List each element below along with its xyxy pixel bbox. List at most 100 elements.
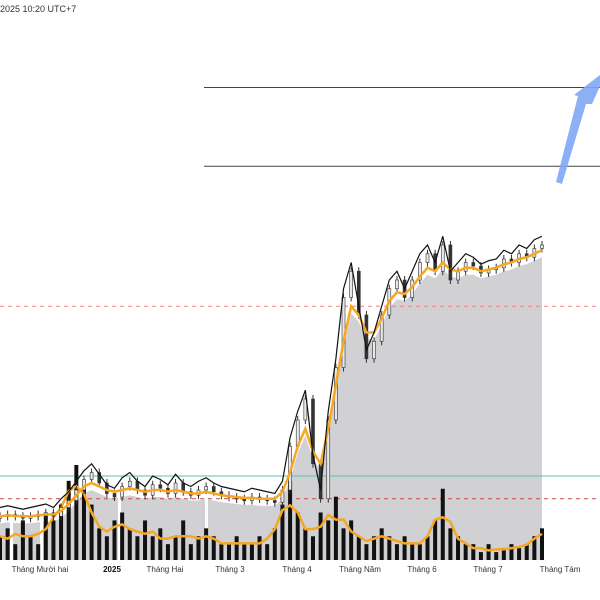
cloud-gap-0 bbox=[10, 380, 13, 560]
volume-bar bbox=[394, 544, 399, 560]
volume-bar bbox=[135, 536, 140, 560]
volume-bar bbox=[227, 544, 232, 560]
volume-bar bbox=[127, 528, 132, 560]
volume-bar bbox=[257, 536, 262, 560]
volume-bar bbox=[188, 544, 193, 560]
volume-bar bbox=[43, 512, 48, 560]
volume-bar bbox=[326, 520, 331, 560]
volume-bar bbox=[165, 544, 170, 560]
volume-bar bbox=[433, 520, 438, 560]
candle-body bbox=[425, 253, 430, 263]
volume-bar bbox=[36, 544, 41, 560]
volume-ma-line bbox=[0, 484, 543, 552]
x-tick-label: 2025 bbox=[103, 565, 121, 574]
volume-bar bbox=[272, 528, 277, 560]
x-tick-label: Tháng Mười hai bbox=[12, 565, 69, 574]
candle-body bbox=[349, 270, 353, 298]
volume-bar bbox=[532, 536, 537, 560]
volume-bar bbox=[97, 528, 102, 560]
candle-body bbox=[364, 314, 369, 360]
cloud-layer bbox=[0, 257, 542, 560]
x-tick-label: Tháng 7 bbox=[473, 565, 503, 574]
volume-bar bbox=[59, 504, 64, 560]
x-tick-label: Tháng 4 bbox=[282, 565, 312, 574]
volume-bar bbox=[173, 536, 178, 560]
volume-bar bbox=[158, 528, 163, 560]
volume-bar bbox=[410, 544, 415, 560]
candle-body bbox=[173, 482, 178, 494]
volume-bar bbox=[425, 536, 430, 560]
volume-bar bbox=[417, 544, 422, 560]
volume-bar bbox=[494, 552, 499, 560]
volume-bar bbox=[112, 520, 117, 560]
volume-bar bbox=[242, 544, 247, 560]
volume-bar bbox=[372, 536, 377, 560]
volume-bar bbox=[456, 536, 461, 560]
volume-bar bbox=[196, 536, 201, 560]
candle-body bbox=[89, 472, 94, 480]
volume-bar bbox=[89, 504, 94, 560]
volume-bar bbox=[0, 536, 2, 560]
cloud-gap-2 bbox=[118, 380, 121, 560]
volume-bar bbox=[288, 480, 293, 560]
volume-bar bbox=[524, 544, 529, 560]
volume-bar bbox=[295, 512, 300, 560]
cloud-gap-1 bbox=[40, 380, 43, 560]
volume-bar bbox=[143, 520, 148, 560]
x-tick-label: Tháng Năm bbox=[339, 565, 381, 574]
volume-bar bbox=[28, 536, 33, 560]
candle-body bbox=[540, 244, 544, 249]
candle-body bbox=[372, 340, 376, 360]
volume-bar bbox=[517, 548, 522, 560]
candle-body bbox=[211, 486, 216, 493]
candle-body bbox=[456, 270, 460, 281]
volume-bar bbox=[341, 528, 346, 560]
candle-body bbox=[326, 419, 331, 500]
volume-bar bbox=[364, 544, 369, 560]
zigzag-line bbox=[0, 235, 543, 510]
candle-body bbox=[127, 480, 132, 487]
volume-bar bbox=[333, 496, 338, 560]
candle-body bbox=[120, 486, 124, 498]
volume-bar bbox=[20, 520, 25, 560]
volume-bar bbox=[265, 544, 270, 560]
volume-bar bbox=[5, 528, 10, 560]
volume-bar bbox=[120, 512, 125, 560]
volume-bar bbox=[379, 528, 384, 560]
volume-bar bbox=[234, 536, 239, 560]
arrow-layer bbox=[556, 75, 600, 184]
volume-bar bbox=[13, 544, 18, 560]
volume-bar bbox=[463, 544, 468, 560]
x-tick-label: Tháng 6 bbox=[407, 565, 437, 574]
volume-bar bbox=[150, 536, 155, 560]
candle-body bbox=[379, 314, 384, 342]
candle-body bbox=[158, 484, 163, 489]
candle-body bbox=[418, 262, 422, 281]
candle-body bbox=[97, 472, 102, 484]
volume-bar bbox=[356, 536, 361, 560]
candle-body bbox=[311, 398, 315, 465]
candle-body bbox=[440, 244, 445, 272]
volume-bar bbox=[387, 536, 392, 560]
volume-bar bbox=[81, 488, 86, 560]
volume-bar bbox=[74, 465, 79, 560]
candle-body bbox=[273, 500, 277, 503]
up-arrow bbox=[556, 75, 600, 184]
candle-body bbox=[471, 262, 476, 267]
candle-body bbox=[395, 279, 399, 290]
volume-bar bbox=[402, 536, 407, 560]
volume-bar bbox=[66, 480, 71, 560]
candle-body bbox=[448, 244, 453, 281]
volume-bar bbox=[349, 520, 354, 560]
volume-bar bbox=[219, 544, 224, 560]
volume-bar bbox=[501, 548, 506, 560]
candle-body bbox=[303, 398, 308, 421]
volume-bar bbox=[440, 488, 445, 560]
volume-bar bbox=[471, 544, 476, 560]
volume-bar bbox=[486, 544, 491, 560]
x-tick-label: Tháng Tám bbox=[540, 565, 581, 574]
chart-timestamp: 2025 10:20 UTC+7 bbox=[0, 4, 77, 14]
volume-bar bbox=[318, 512, 323, 560]
candle-body bbox=[112, 493, 117, 498]
